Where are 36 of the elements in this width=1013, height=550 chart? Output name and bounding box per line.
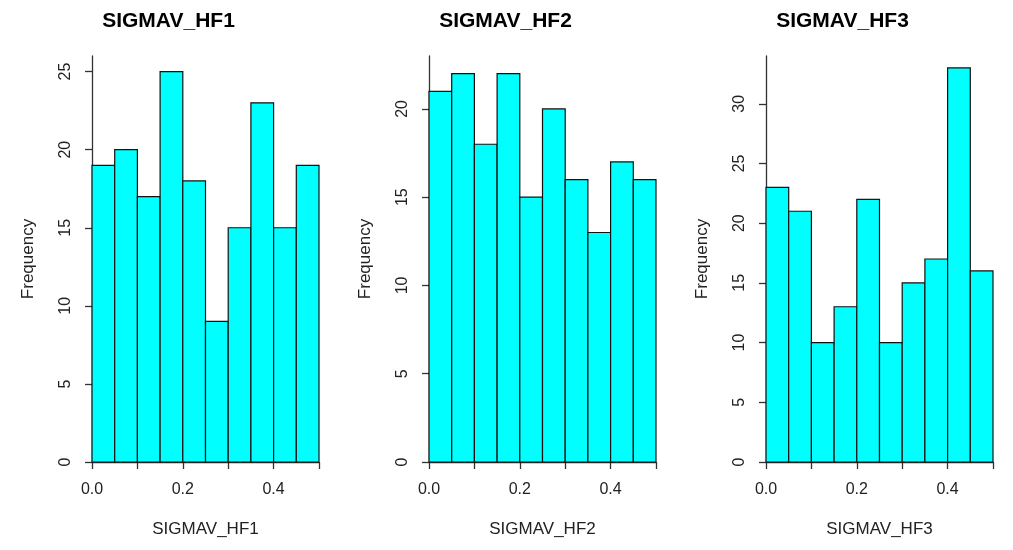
x-tick-label: 0.4 <box>262 479 285 497</box>
y-tick-label: 15 <box>55 218 73 237</box>
y-tick-label: 5 <box>55 379 73 389</box>
y-tick-label: 15 <box>392 188 410 207</box>
x-axis-title: SIGMAV_HF1 <box>152 519 259 538</box>
y-tick-label: 0 <box>392 457 410 467</box>
y-tick-label: 0 <box>55 457 73 467</box>
y-tick-label: 10 <box>55 296 73 315</box>
x-tick-label: 0.2 <box>171 479 195 497</box>
y-tick-label: 15 <box>729 273 747 292</box>
x-tick-label: 0.0 <box>754 479 778 497</box>
chart-title: SIGMAV_HF2 <box>439 8 572 31</box>
y-tick-label: 25 <box>55 62 73 81</box>
y-tick-label: 20 <box>729 214 747 233</box>
y-tick-label: 5 <box>392 369 410 379</box>
y-tick-label: 5 <box>729 397 747 407</box>
x-tick-label: 0.4 <box>599 479 622 497</box>
y-axis-title: Frequency <box>18 218 37 300</box>
y-tick-label: 20 <box>392 99 410 118</box>
y-tick-label: 30 <box>729 94 747 113</box>
y-tick-label: 0 <box>729 457 747 467</box>
x-axis-title: SIGMAV_HF2 <box>489 519 596 538</box>
x-tick-label: 0.0 <box>80 479 104 497</box>
x-tick-label: 0.2 <box>845 479 869 497</box>
chart-title: SIGMAV_HF1 <box>102 8 236 31</box>
chart-title: SIGMAV_HF3 <box>776 8 909 31</box>
y-axis-title: Frequency <box>692 218 711 300</box>
x-axis-title: SIGMAV_HF3 <box>826 519 933 538</box>
y-tick-label: 20 <box>55 140 73 159</box>
x-tick-label: 0.4 <box>936 479 959 497</box>
x-tick-label: 0.0 <box>417 479 441 497</box>
y-tick-label: 10 <box>729 333 747 352</box>
y-tick-label: 25 <box>729 154 747 173</box>
y-tick-label: 10 <box>392 276 410 295</box>
y-axis-title: Frequency <box>355 218 374 300</box>
x-tick-label: 0.2 <box>508 479 532 497</box>
